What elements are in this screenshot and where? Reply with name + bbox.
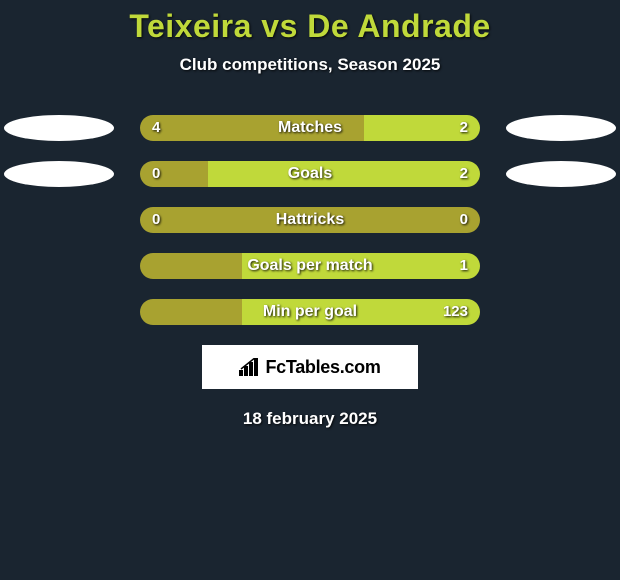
stats-area: Matches42 Goals02 Hattricks00 Goals per mat… (0, 115, 620, 325)
stat-bar-right (242, 253, 480, 279)
stat-bar-right (208, 161, 480, 187)
source-logo: FcTables.com (202, 345, 418, 389)
bar-chart-icon (239, 358, 261, 376)
page-subtitle: Club competitions, Season 2025 (0, 55, 620, 75)
stat-bar (140, 161, 480, 187)
stat-bar-left (140, 253, 242, 279)
stat-bar-left (140, 161, 208, 187)
player-left-marker (4, 115, 114, 141)
stat-bar-left (140, 299, 242, 325)
stat-bar (140, 207, 480, 233)
comparison-card: Teixeira vs De Andrade Club competitions… (0, 0, 620, 429)
player-right-marker (506, 115, 616, 141)
stat-row: Matches42 (0, 115, 620, 141)
stat-bar-right (242, 299, 480, 325)
stat-row: Goals02 (0, 161, 620, 187)
stat-bar (140, 253, 480, 279)
stat-bar-right (364, 115, 480, 141)
stat-bar-left (140, 115, 364, 141)
page-title: Teixeira vs De Andrade (0, 8, 620, 45)
stat-bar-left (140, 207, 480, 233)
stat-bar (140, 115, 480, 141)
logo-text: FcTables.com (265, 357, 380, 378)
stat-bar (140, 299, 480, 325)
stat-row: Goals per match1 (0, 253, 620, 279)
player-left-marker (4, 161, 114, 187)
stat-row: Min per goal123 (0, 299, 620, 325)
date-label: 18 february 2025 (0, 409, 620, 429)
stat-row: Hattricks00 (0, 207, 620, 233)
player-right-marker (506, 161, 616, 187)
